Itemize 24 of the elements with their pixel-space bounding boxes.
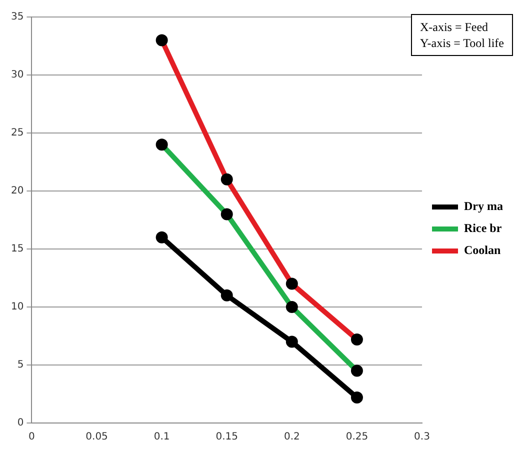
annotation: Y-axis = Tool life (420, 35, 504, 51)
x-tick-label: 0.2 (284, 432, 300, 443)
x-tick-label: 0.15 (216, 432, 238, 443)
point (220, 289, 233, 302)
point (156, 231, 168, 244)
y-tick-label: 15 (10, 244, 24, 255)
y-tick-label: 30 (10, 70, 24, 81)
y-tick-label: 0 (17, 418, 24, 429)
y-tick-label: 20 (10, 186, 24, 197)
legend-label: Coolan (464, 243, 502, 258)
annotation: X-axis = Feed (420, 19, 490, 35)
y-tick-label: 25 (10, 128, 24, 139)
point (286, 336, 298, 348)
y-tick-label: 5 (17, 360, 24, 371)
point (350, 391, 363, 404)
x-tick-label: 0 (28, 432, 35, 443)
y-tick-label: 10 (10, 302, 24, 313)
x-tick-label: 0.1 (154, 432, 170, 443)
legend-label: Rice br (464, 221, 502, 236)
legend-label: Dry ma (464, 199, 504, 214)
x-tick-label: 0.05 (86, 432, 108, 443)
x-tick-label: 0.3 (414, 432, 430, 443)
y-tick-label: 35 (10, 12, 24, 23)
x-tick-label: 0.25 (346, 432, 368, 443)
